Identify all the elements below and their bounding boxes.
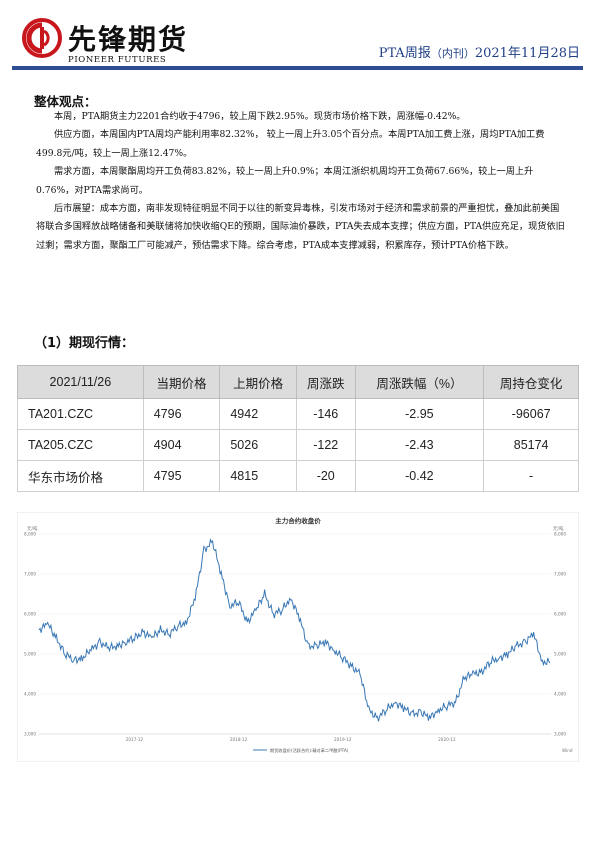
cell-current-price: 4795 bbox=[142, 460, 221, 492]
market-heading: （1）期现行情： bbox=[34, 336, 135, 351]
cell-open-interest-change: -96067 bbox=[483, 398, 579, 430]
y-tick-label-left: 3,000 bbox=[24, 732, 36, 737]
summary-paragraph: 后市展望：成本方面，南非发现特征明显不同于以往的新变异毒株，引发市场对于经济和需… bbox=[36, 203, 565, 251]
x-tick-label: 2020-12 bbox=[438, 737, 456, 742]
y-tick-label-left: 4,000 bbox=[24, 692, 36, 697]
y-tick-label-left: 7,000 bbox=[24, 572, 36, 577]
col-weekly-change: 周涨跌 bbox=[295, 365, 356, 399]
col-open-interest-change: 周持仓变化 bbox=[483, 365, 579, 399]
report-title-sub: （内刊） bbox=[430, 47, 475, 60]
price-line-chart: 主力合约收盘价 元/吨 元/吨 3,000 4,000 5,000 6,000 7,00… bbox=[17, 512, 579, 762]
price-series-line bbox=[38, 537, 551, 722]
y-tick-label-left: 8,000 bbox=[24, 532, 36, 537]
chart-title: 主力合约收盘价 bbox=[275, 516, 321, 525]
x-tick-label: 2017-12 bbox=[126, 737, 144, 742]
cell-weekly-change: -122 bbox=[295, 429, 356, 461]
cell-weekly-change: -20 bbox=[295, 460, 356, 492]
cell-previous-price: 4942 bbox=[219, 398, 297, 430]
y-tick-label-left: 5,000 bbox=[24, 652, 36, 657]
chart-frame bbox=[17, 512, 579, 762]
report-date: 2021年11月28日 bbox=[474, 46, 580, 61]
cell-contract: 华东市场价格 bbox=[17, 460, 144, 492]
y-tick-label-right: 3,000 bbox=[554, 732, 566, 737]
y-axis-left-unit: 元/吨 bbox=[27, 525, 38, 532]
table-row: 华东市场价格 4795 4815 -20 -0.42 - bbox=[17, 460, 579, 492]
y-tick-label-left: 6,000 bbox=[24, 612, 36, 617]
col-previous-price: 上期价格 bbox=[219, 365, 297, 399]
cell-previous-price: 4815 bbox=[219, 460, 297, 492]
table-row: TA201.CZC 4796 4942 -146 -2.95 -96067 bbox=[17, 398, 579, 430]
x-tick-label: 2019-12 bbox=[334, 737, 352, 742]
cell-current-price: 4796 bbox=[142, 398, 221, 430]
summary-paragraph: 本周，PTA期货主力2201合约收于4796，较上周下跌2.95%。现货市场价格… bbox=[54, 111, 466, 122]
cell-previous-price: 5026 bbox=[219, 429, 297, 461]
y-tick-label-right: 6,000 bbox=[554, 612, 566, 617]
y-tick-label-right: 4,000 bbox=[554, 692, 566, 697]
col-current-price: 当期价格 bbox=[142, 365, 221, 399]
report-title-main: PTA周报 bbox=[378, 46, 431, 61]
chart-source: Wind bbox=[562, 748, 573, 753]
y-tick-label-right: 7,000 bbox=[554, 572, 566, 577]
y-axis-right-unit: 元/吨 bbox=[553, 525, 564, 532]
header-divider bbox=[12, 66, 583, 70]
summary-paragraph: 供应方面，本周国内PTA周均产能利用率82.32%， 较上一周上升3.05个百分… bbox=[36, 129, 545, 159]
cell-weekly-change-pct: -2.43 bbox=[354, 429, 485, 461]
y-tick-label-right: 5,000 bbox=[554, 652, 566, 657]
table-row: TA205.CZC 4904 5026 -122 -2.43 85174 bbox=[17, 429, 579, 461]
cell-weekly-change-pct: -2.95 bbox=[354, 398, 485, 430]
y-tick-label-right: 8,000 bbox=[554, 532, 566, 537]
page-header: 先锋期货 PIONEER FUTURES PTA周报（内刊）2021年11月28… bbox=[0, 0, 595, 82]
cell-contract: TA205.CZC bbox=[17, 429, 144, 461]
summary-body: 本周，PTA期货主力2201合约收于4796，较上周下跌2.95%。现货市场价格… bbox=[36, 108, 566, 255]
market-table: 2021/11/26 当期价格 上期价格 周涨跌 周涨跌幅（%） 周持仓变化 T… bbox=[17, 365, 579, 492]
cell-current-price: 4904 bbox=[142, 429, 221, 461]
cell-contract: TA201.CZC bbox=[17, 398, 144, 430]
brand-name-en: PIONEER FUTURES bbox=[68, 55, 167, 65]
summary-paragraph: 需求方面，本周聚酯周均开工负荷83.82%，较上一周上升0.9%；本周江浙织机周… bbox=[36, 166, 534, 196]
col-date: 2021/11/26 bbox=[17, 365, 144, 399]
summary-heading: 整体观点： bbox=[34, 94, 97, 109]
x-tick-label: 2018-12 bbox=[230, 737, 248, 742]
cell-open-interest-change: 85174 bbox=[483, 429, 579, 461]
cell-weekly-change-pct: -0.42 bbox=[354, 460, 485, 492]
report-title: PTA周报（内刊）2021年11月28日 bbox=[379, 42, 580, 61]
col-weekly-change-pct: 周涨跌幅（%） bbox=[354, 365, 485, 399]
table-header-row: 2021/11/26 当期价格 上期价格 周涨跌 周涨跌幅（%） 周持仓变化 bbox=[17, 365, 579, 399]
legend-label: 期货收盘价(活跃合约):精对苯二甲酸(PTA) bbox=[270, 747, 349, 754]
cell-open-interest-change: - bbox=[483, 460, 579, 492]
brand-name-cn: 先锋期货 bbox=[68, 23, 189, 56]
cell-weekly-change: -146 bbox=[295, 398, 356, 430]
pioneer-logo-icon bbox=[22, 18, 62, 58]
